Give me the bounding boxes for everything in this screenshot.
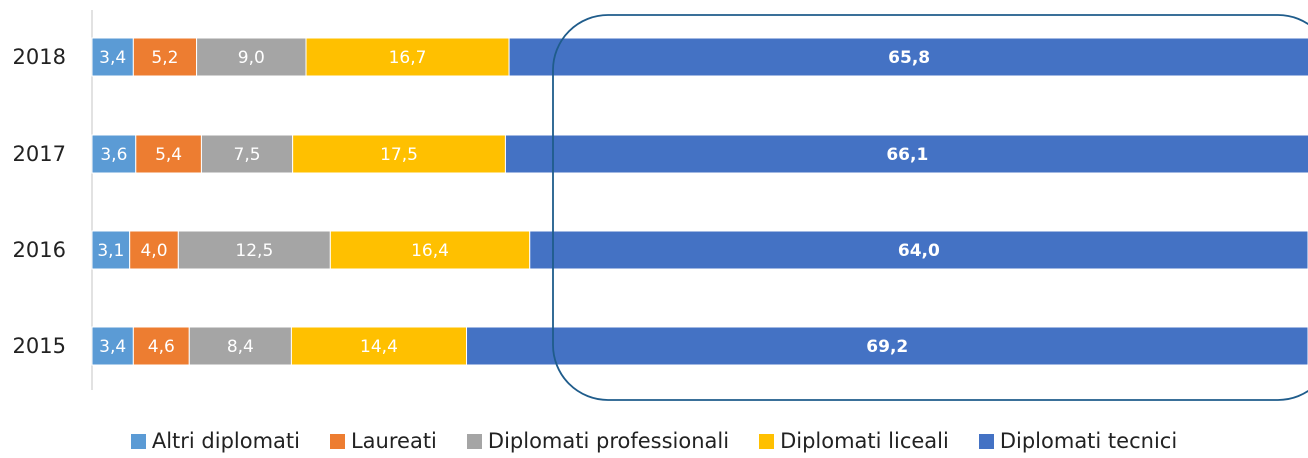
bar-segment [91,134,137,174]
data-label: 3,1 [97,241,124,261]
data-label: 5,4 [155,145,182,165]
data-label: 16,4 [411,241,449,261]
category-label: 2015 [13,334,66,358]
bar-segment [188,326,292,366]
data-label: 8,4 [227,337,254,357]
data-label: 17,5 [380,145,418,165]
bar-segment [129,230,179,270]
legend-label: Diplomati tecnici [999,429,1178,453]
bar-segment [508,37,1308,77]
data-label: 16,7 [389,48,427,68]
bar-segment [196,37,307,77]
legend-label: Laureati [350,429,437,453]
legend-swatch [130,433,146,449]
legend-swatch [759,433,775,449]
bar-segment [529,230,1308,270]
bar-segment [91,326,134,366]
legend-swatch [978,433,994,449]
category-label: 2018 [13,45,66,69]
legend-item: Diplomati professionali [466,429,730,453]
data-label: 9,0 [238,48,265,68]
stacked-bar-chart: 2018 3,4 5,2 9,0 16,7 65,8 2017 3,6 5,4 7,5 17,5 66… [13,10,1308,401]
legend-swatch [329,433,345,449]
legend-item: Laureati [329,429,437,453]
data-label: 14,4 [360,337,398,357]
bar-segment [91,230,131,270]
legend-item: Diplomati tecnici [978,429,1178,453]
bar-segment [200,134,294,174]
bar-segment [132,37,198,77]
legend-label: Diplomati liceali [780,429,949,453]
data-label: 64,0 [898,241,940,261]
legend-label: Diplomati professionali [487,429,730,453]
category-label: 2016 [13,238,66,262]
legend-item: Diplomati liceali [759,429,949,453]
bar-segment [290,326,468,366]
data-label: 3,4 [99,337,126,357]
data-label: 69,2 [866,337,908,357]
legend-swatch [466,433,482,449]
data-label: 65,8 [888,48,930,68]
data-label: 7,5 [234,145,261,165]
legend-item: Altri diplomati [130,429,300,453]
data-label: 4,0 [140,241,167,261]
highlight-outline [552,14,1308,401]
bar-segment [504,134,1308,174]
data-label: 3,4 [99,48,126,68]
bar-segment [177,230,331,270]
data-label: 5,2 [151,48,178,68]
bar-segment [466,326,1308,366]
legend-label: Altri diplomati [151,429,300,453]
category-label: 2017 [13,142,66,166]
data-label: 12,5 [235,241,273,261]
legend: Altri diplomati Laureati Diplomati profess… [0,424,1308,458]
data-label: 3,6 [100,145,127,165]
bar-segment [132,326,190,366]
data-label: 4,6 [148,337,175,357]
data-label: 66,1 [886,145,928,165]
